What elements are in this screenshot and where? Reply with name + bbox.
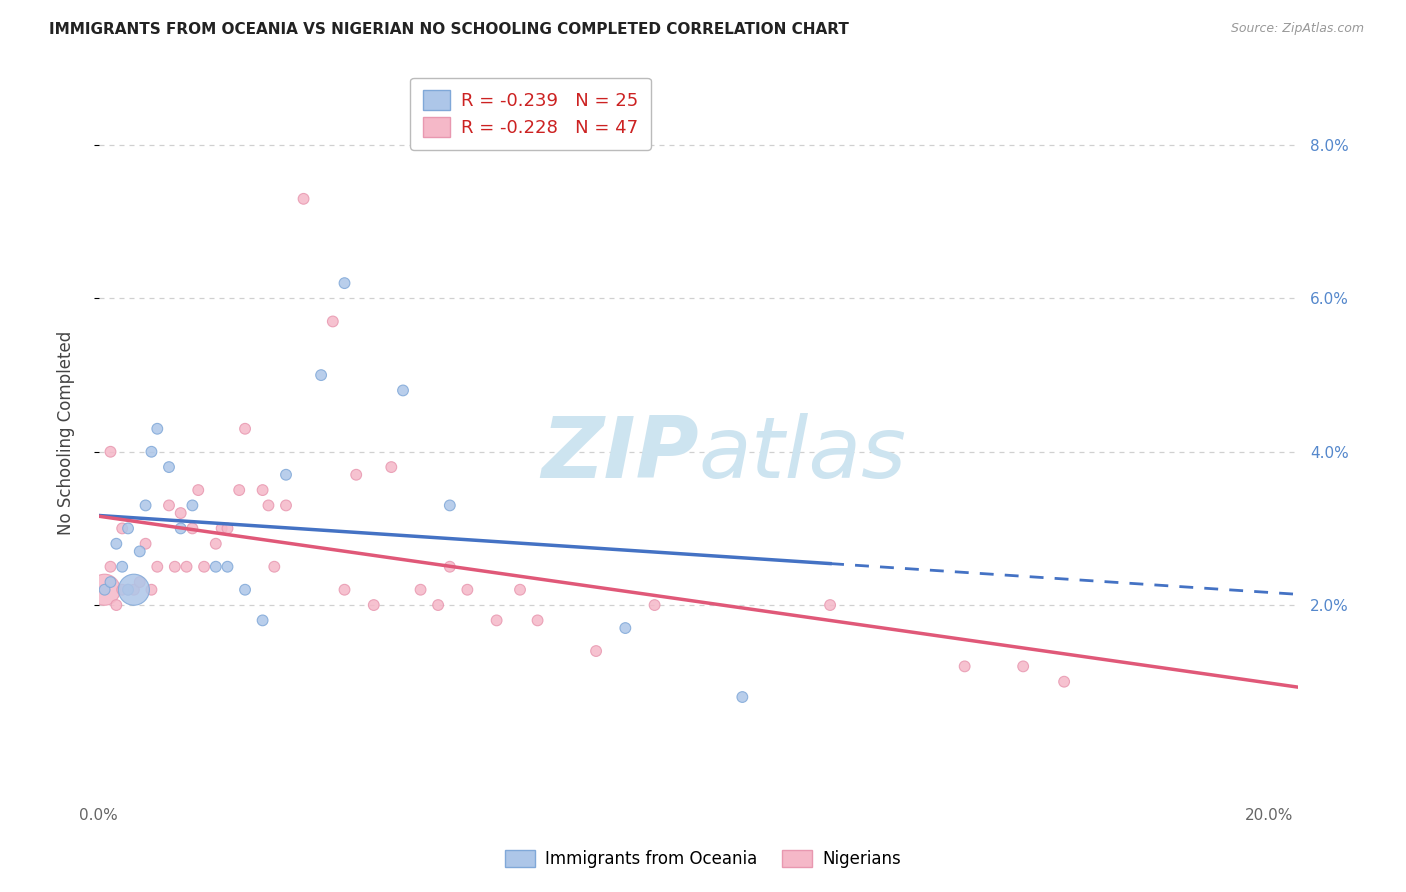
Point [257,499,280,513]
Point [128,575,150,590]
Point [263,559,285,574]
Point [204,559,226,574]
Point [274,499,297,513]
Point [309,368,332,383]
Point [456,582,478,597]
Point [333,582,356,597]
Point [122,582,145,597]
Point [146,559,169,574]
Point [439,499,461,513]
Point [233,582,256,597]
Point [187,483,209,497]
Point [1012,659,1035,673]
Point [181,521,204,535]
Point [100,559,122,574]
Point [363,598,385,612]
Point [100,444,122,458]
Point [439,559,461,574]
Text: IMMIGRANTS FROM OCEANIA VS NIGERIAN NO SCHOOLING COMPLETED CORRELATION CHART: IMMIGRANTS FROM OCEANIA VS NIGERIAN NO S… [49,22,849,37]
Point [111,582,134,597]
Point [333,276,356,290]
Point [128,544,150,558]
Point [217,521,239,535]
Point [176,559,198,574]
Point [204,537,226,551]
Point [93,582,115,597]
Point [211,521,233,535]
Point [170,506,193,520]
Point [170,521,193,535]
Point [509,582,531,597]
Point [111,559,134,574]
Point [392,384,415,398]
Text: ZIP: ZIP [541,413,699,496]
Point [731,690,754,704]
Point [228,483,250,497]
Point [233,422,256,436]
Point [100,575,122,590]
Text: Source: ZipAtlas.com: Source: ZipAtlas.com [1230,22,1364,36]
Point [818,598,841,612]
Point [526,613,548,627]
Legend: Immigrants from Oceania, Nigerians: Immigrants from Oceania, Nigerians [498,843,908,875]
Point [157,499,180,513]
Point [111,521,134,535]
Point [105,537,128,551]
Point [409,582,432,597]
Point [644,598,666,612]
Point [146,422,169,436]
Point [122,582,145,597]
Point [181,499,204,513]
Point [344,467,367,482]
Point [117,521,139,535]
Point [953,659,976,673]
Point [614,621,637,635]
Y-axis label: No Schooling Completed: No Schooling Completed [58,330,75,534]
Point [105,598,128,612]
Point [193,559,215,574]
Point [117,582,139,597]
Point [274,467,297,482]
Point [135,499,157,513]
Point [252,483,274,497]
Point [135,537,157,551]
Point [322,314,344,328]
Point [141,582,163,597]
Point [380,460,402,475]
Legend: R = -0.239   N = 25, R = -0.228   N = 47: R = -0.239 N = 25, R = -0.228 N = 47 [411,78,651,150]
Point [163,559,186,574]
Point [427,598,450,612]
Point [93,582,115,597]
Point [1053,674,1076,689]
Point [217,559,239,574]
Point [117,582,139,597]
Point [585,644,607,658]
Point [157,460,180,475]
Point [292,192,315,206]
Text: atlas: atlas [699,413,907,496]
Point [485,613,508,627]
Point [252,613,274,627]
Point [141,444,163,458]
